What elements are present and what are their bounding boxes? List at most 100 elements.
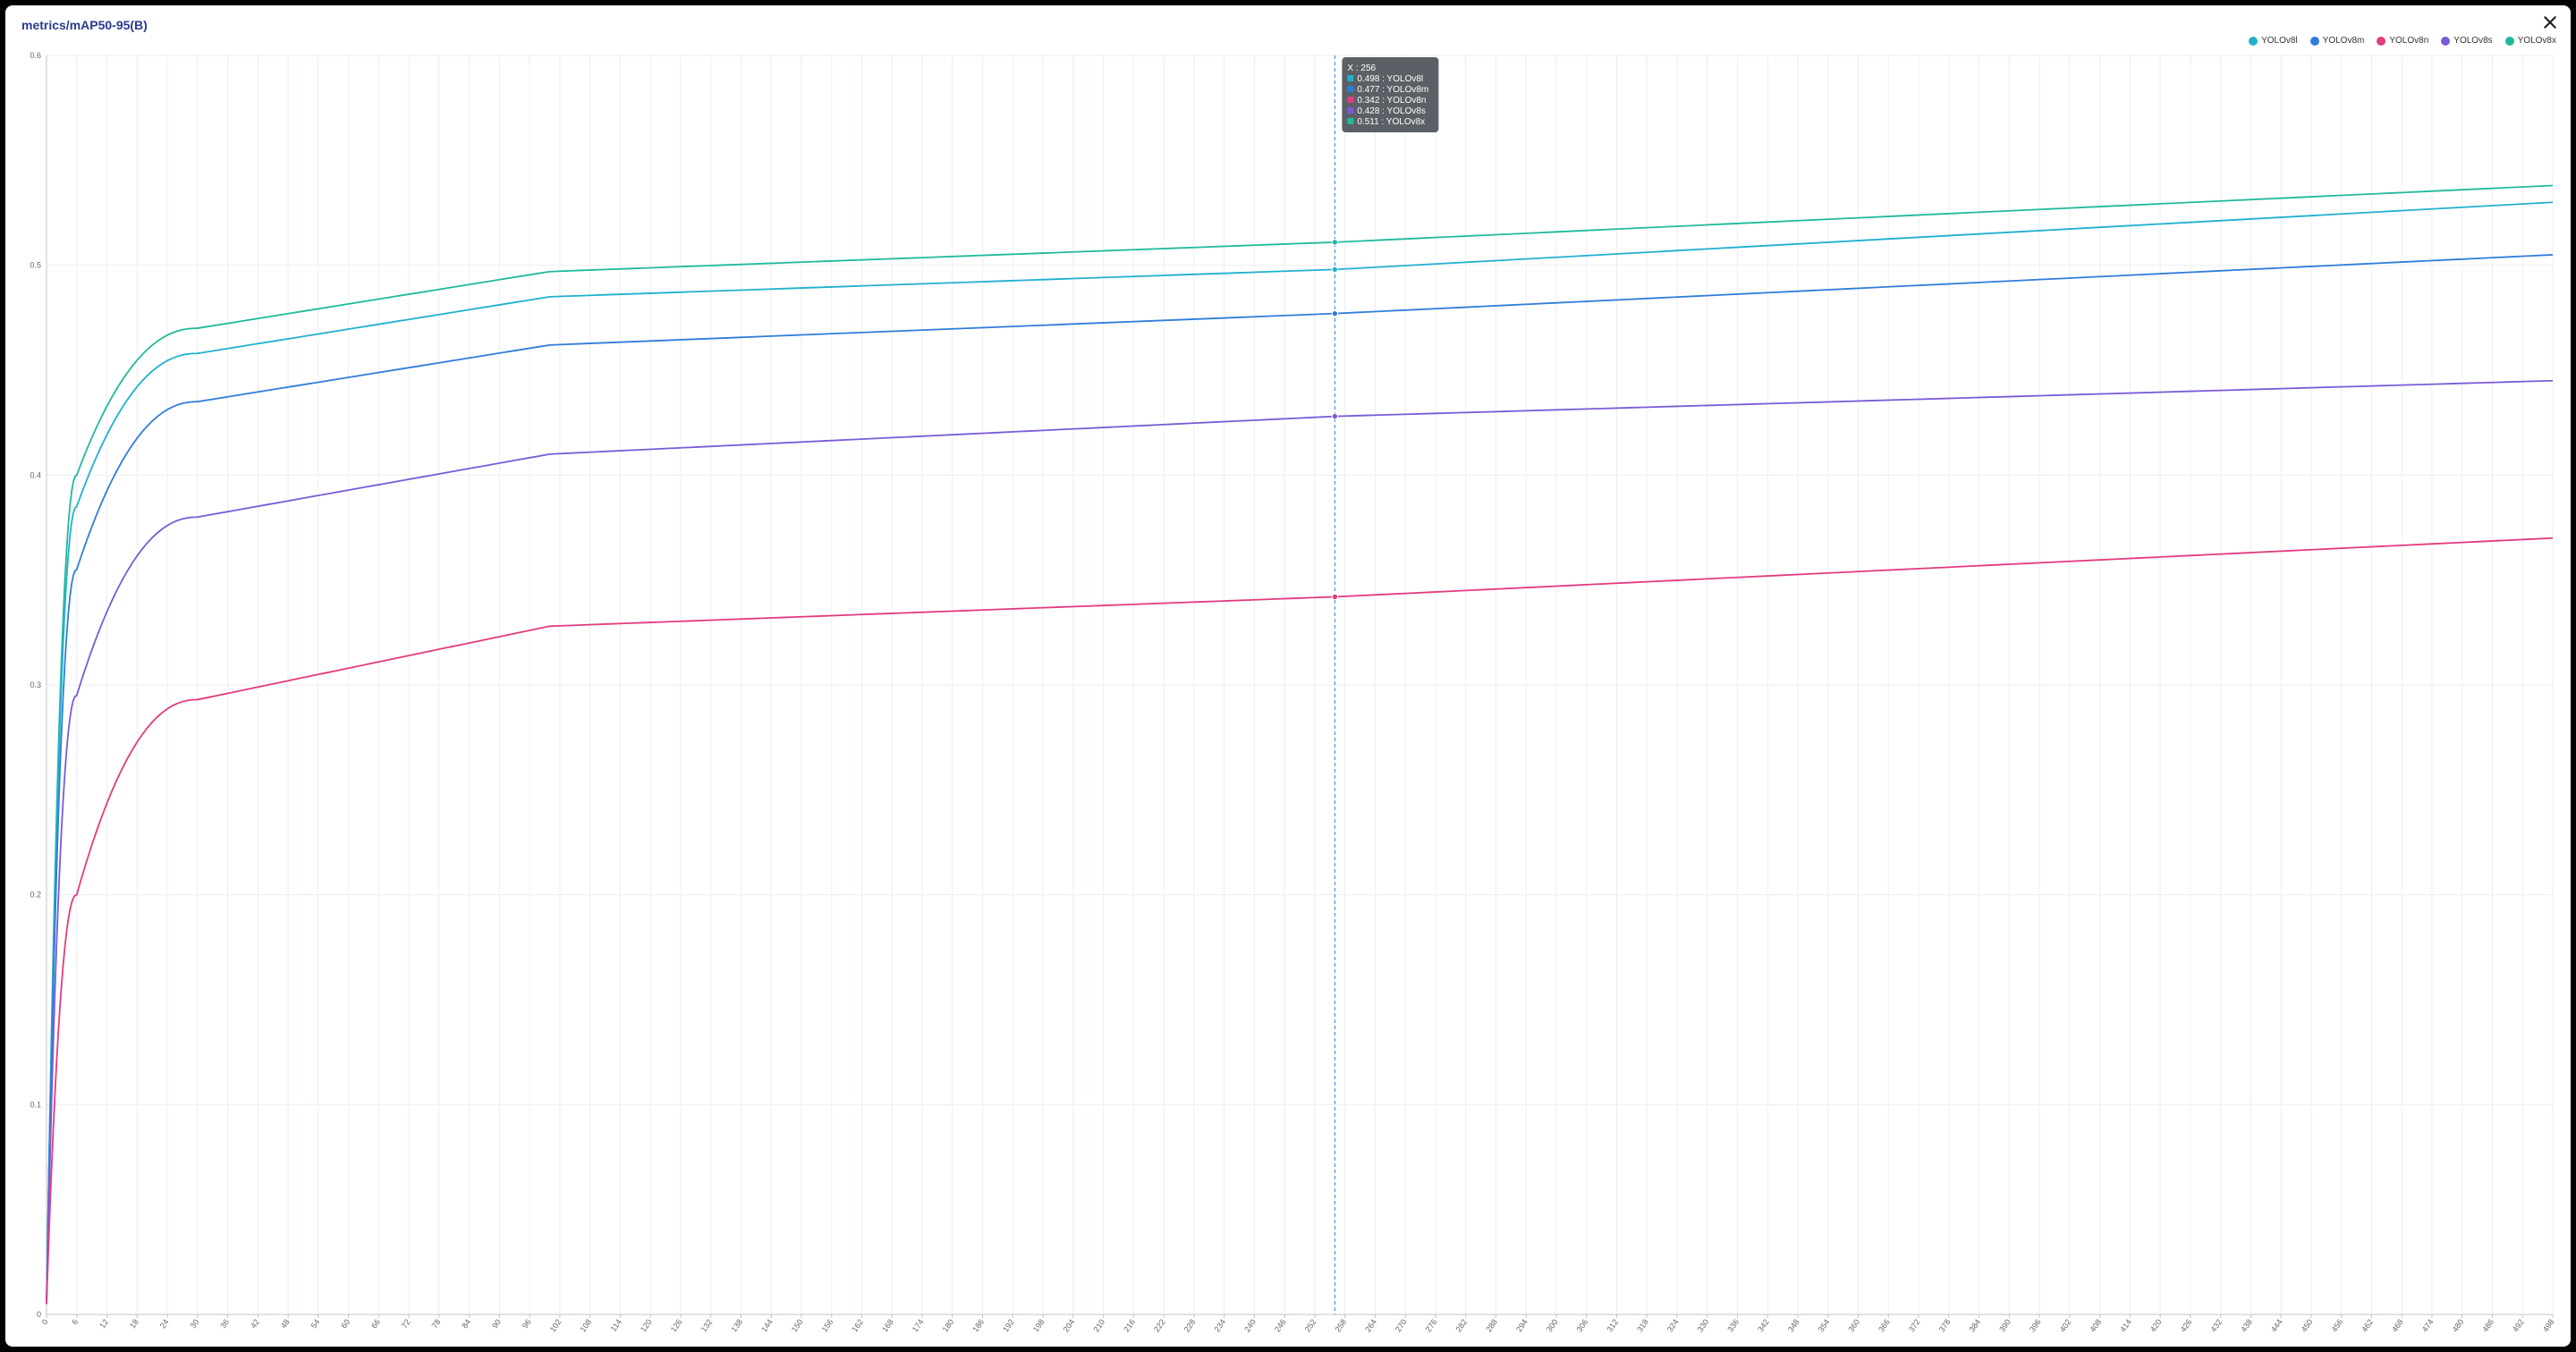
- svg-text:96: 96: [521, 1317, 533, 1330]
- svg-text:210: 210: [1091, 1317, 1106, 1333]
- svg-text:24: 24: [158, 1317, 171, 1330]
- svg-text:282: 282: [1453, 1317, 1469, 1333]
- legend-item[interactable]: YOLOv8l: [2249, 36, 2298, 46]
- svg-text:180: 180: [941, 1317, 956, 1333]
- svg-text:438: 438: [2239, 1317, 2254, 1333]
- svg-text:432: 432: [2208, 1317, 2224, 1333]
- svg-text:390: 390: [1997, 1317, 2012, 1333]
- svg-text:420: 420: [2148, 1317, 2164, 1333]
- svg-text:0.477 : YOLOv8m: 0.477 : YOLOv8m: [1357, 85, 1428, 95]
- svg-text:192: 192: [1001, 1317, 1016, 1333]
- svg-text:378: 378: [1937, 1317, 1953, 1333]
- svg-text:318: 318: [1635, 1317, 1650, 1333]
- svg-text:264: 264: [1363, 1317, 1378, 1333]
- svg-text:444: 444: [2269, 1317, 2284, 1333]
- legend-item[interactable]: YOLOv8n: [2377, 36, 2428, 46]
- svg-text:294: 294: [1514, 1317, 1530, 1333]
- svg-text:54: 54: [309, 1317, 322, 1330]
- svg-text:0.2: 0.2: [30, 891, 41, 900]
- svg-text:0.4: 0.4: [30, 470, 41, 479]
- svg-text:132: 132: [699, 1317, 715, 1333]
- svg-text:150: 150: [790, 1317, 805, 1333]
- chart-plot-area[interactable]: 00.10.20.30.40.50.6061218243036424854606…: [18, 52, 2558, 1339]
- svg-text:288: 288: [1484, 1317, 1499, 1333]
- svg-text:0.1: 0.1: [30, 1100, 41, 1109]
- svg-text:492: 492: [2511, 1317, 2526, 1333]
- svg-text:468: 468: [2390, 1317, 2405, 1333]
- svg-text:498: 498: [2541, 1317, 2556, 1333]
- svg-text:102: 102: [548, 1317, 564, 1333]
- svg-text:0.342 : YOLOv8n: 0.342 : YOLOv8n: [1357, 96, 1426, 106]
- svg-text:90: 90: [490, 1317, 503, 1330]
- svg-text:240: 240: [1242, 1317, 1258, 1333]
- svg-text:X : 256: X : 256: [1347, 63, 1376, 73]
- svg-text:414: 414: [2118, 1317, 2133, 1333]
- svg-text:18: 18: [128, 1317, 140, 1330]
- svg-text:324: 324: [1665, 1317, 1681, 1333]
- svg-text:0: 0: [37, 1310, 41, 1319]
- svg-text:30: 30: [188, 1317, 200, 1330]
- svg-text:330: 330: [1696, 1317, 1711, 1333]
- legend-item[interactable]: YOLOv8x: [2505, 36, 2556, 46]
- svg-text:384: 384: [1967, 1317, 1982, 1333]
- svg-text:0.428 : YOLOv8s: 0.428 : YOLOv8s: [1357, 106, 1426, 116]
- legend-label: YOLOv8m: [2323, 36, 2365, 46]
- svg-text:246: 246: [1273, 1317, 1288, 1333]
- svg-text:408: 408: [2088, 1317, 2103, 1333]
- legend-label: YOLOv8x: [2518, 36, 2556, 46]
- svg-text:156: 156: [820, 1317, 835, 1333]
- svg-text:258: 258: [1333, 1317, 1348, 1333]
- svg-text:12: 12: [97, 1317, 110, 1330]
- svg-text:480: 480: [2451, 1317, 2466, 1333]
- svg-text:0.6: 0.6: [30, 52, 41, 60]
- close-icon[interactable]: [2542, 14, 2558, 30]
- legend-item[interactable]: YOLOv8s: [2441, 36, 2492, 46]
- chart-title: metrics/mAP50-95(B): [21, 18, 2558, 32]
- legend-swatch: [2249, 37, 2258, 46]
- legend-label: YOLOv8s: [2453, 36, 2492, 46]
- chart-legend: YOLOv8l YOLOv8m YOLOv8n YOLOv8s YOLOv8x: [2249, 36, 2556, 46]
- svg-text:0: 0: [40, 1317, 50, 1326]
- svg-text:174: 174: [911, 1317, 926, 1333]
- svg-text:252: 252: [1303, 1317, 1318, 1333]
- svg-text:0.3: 0.3: [30, 680, 41, 689]
- legend-label: YOLOv8n: [2389, 36, 2428, 46]
- svg-text:186: 186: [970, 1317, 986, 1333]
- svg-text:462: 462: [2360, 1317, 2375, 1333]
- svg-text:366: 366: [1877, 1317, 1892, 1333]
- svg-text:78: 78: [430, 1317, 443, 1330]
- svg-text:120: 120: [639, 1317, 654, 1333]
- svg-text:342: 342: [1756, 1317, 1771, 1333]
- legend-swatch: [2310, 37, 2319, 46]
- legend-swatch: [2505, 37, 2514, 46]
- svg-text:312: 312: [1605, 1317, 1620, 1333]
- svg-text:426: 426: [2179, 1317, 2194, 1333]
- svg-text:0.5: 0.5: [30, 261, 41, 270]
- svg-text:48: 48: [279, 1317, 292, 1330]
- svg-text:354: 354: [1817, 1317, 1832, 1333]
- legend-swatch: [2377, 37, 2385, 46]
- svg-text:84: 84: [460, 1317, 472, 1330]
- svg-text:348: 348: [1786, 1317, 1801, 1333]
- svg-text:162: 162: [850, 1317, 865, 1333]
- chart-panel: metrics/mAP50-95(B) YOLOv8lYOLOv8mYOLOv8…: [5, 5, 2571, 1347]
- svg-text:66: 66: [369, 1317, 382, 1330]
- svg-text:300: 300: [1545, 1317, 1560, 1333]
- svg-text:336: 336: [1725, 1317, 1741, 1333]
- svg-text:0.511 : YOLOv8x: 0.511 : YOLOv8x: [1357, 117, 1425, 127]
- svg-text:6: 6: [70, 1317, 80, 1326]
- svg-text:0.498 : YOLOv8l: 0.498 : YOLOv8l: [1357, 74, 1423, 84]
- legend-item[interactable]: YOLOv8m: [2310, 36, 2365, 46]
- svg-text:216: 216: [1122, 1317, 1137, 1333]
- svg-text:360: 360: [1846, 1317, 1861, 1333]
- svg-text:402: 402: [2058, 1317, 2073, 1333]
- svg-text:114: 114: [609, 1317, 623, 1332]
- svg-text:144: 144: [759, 1317, 775, 1333]
- svg-text:474: 474: [2420, 1317, 2436, 1333]
- legend-label: YOLOv8l: [2261, 36, 2298, 46]
- svg-text:234: 234: [1212, 1317, 1227, 1333]
- svg-text:168: 168: [880, 1317, 895, 1333]
- svg-text:396: 396: [2028, 1317, 2043, 1333]
- svg-text:276: 276: [1424, 1317, 1439, 1333]
- svg-text:42: 42: [249, 1317, 261, 1330]
